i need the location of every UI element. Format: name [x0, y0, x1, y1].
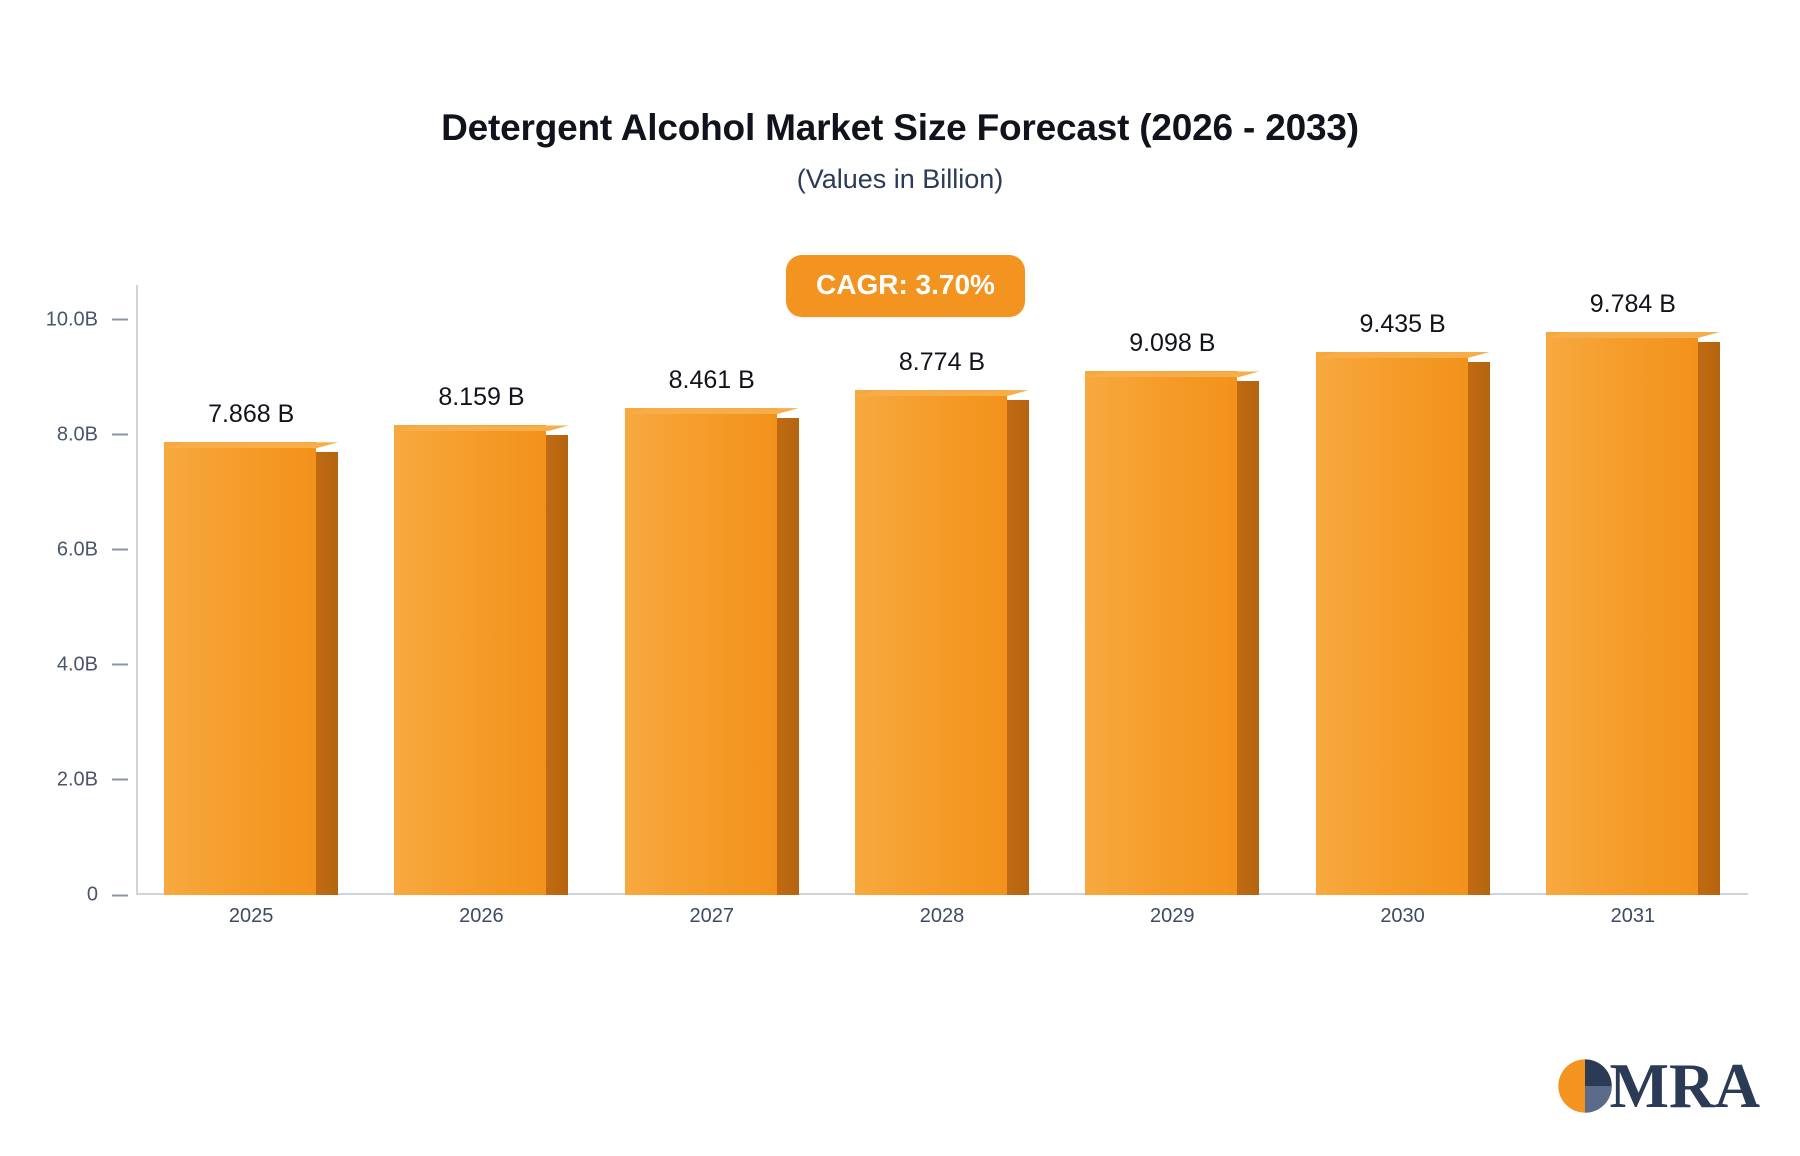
y-axis-tick: 2.0B: [0, 768, 136, 791]
plot-area: 10.0B 8.0B 6.0B 4.0B 2.0B 0 7.868 B 8.159 B 8.4…: [46, 285, 1748, 927]
bar[interactable]: [1545, 331, 1720, 895]
bar-value-label: 8.774 B: [898, 348, 986, 377]
bar-side-face: [1007, 400, 1029, 895]
chart-subtitle: (Values in Billion): [796, 163, 1004, 194]
y-axis-tick-label: 2.0B: [56, 768, 98, 791]
bar-side-face: [776, 418, 799, 895]
bar[interactable]: [1085, 371, 1260, 895]
bar[interactable]: [164, 442, 339, 895]
x-axis-tick-label: 2026: [459, 905, 504, 927]
bar[interactable]: [394, 425, 569, 895]
bar-side-face: [1697, 341, 1720, 895]
y-axis-tick-label: 6.0B: [56, 538, 98, 561]
y-axis-tick: 8.0B: [0, 423, 136, 446]
x-axis-tick-label: 2028: [919, 905, 965, 927]
y-axis-tick: 6.0B: [0, 538, 136, 561]
bar-side-face: [1237, 381, 1260, 895]
bar-value-label: 9.435 B: [1359, 310, 1446, 339]
pie-chart-icon: [1556, 1057, 1614, 1115]
y-axis-tick-mark: [112, 663, 128, 666]
bar-top-face: [1315, 352, 1490, 359]
y-axis-tick-mark: [112, 433, 128, 436]
bar-top-face: [164, 442, 339, 449]
page-title: Detergent Alcohol Market Size Forecast (…: [441, 107, 1359, 148]
y-axis-line: [136, 285, 138, 895]
bar[interactable]: [855, 390, 1029, 895]
bar-front-face: [855, 390, 1007, 895]
bar-front-face: [164, 442, 317, 895]
y-axis-tick-label: 4.0B: [56, 653, 98, 676]
bar-top-face: [1545, 331, 1720, 338]
bar[interactable]: [1315, 352, 1490, 895]
y-axis-tick-mark: [112, 548, 128, 551]
bar-front-face: [1085, 371, 1238, 895]
bar-side-face: [1467, 362, 1490, 895]
y-axis-tick: 0: [0, 884, 136, 907]
bar-value-label: 9.098 B: [1129, 329, 1216, 358]
bar-front-face: [394, 425, 547, 895]
y-axis-tick-mark: [112, 778, 128, 781]
bar-side-face: [316, 452, 339, 895]
bar-series: 7.868 B 8.159 B 8.461 B 8.774 B 9.098 B 9.435…: [136, 285, 1748, 895]
bar-value-label: 9.784 B: [1589, 289, 1676, 318]
bar-side-face: [546, 435, 569, 895]
bar-value-label: 7.868 B: [208, 400, 295, 429]
cagr-badge: CAGR: 3.70%: [786, 255, 1025, 317]
chart-title-block: Detergent Alcohol Market Size Forecast (…: [0, 107, 1800, 194]
bar-top-face: [394, 425, 569, 432]
y-axis-tick-label: 0: [86, 883, 98, 906]
y-axis-tick-label: 8.0B: [56, 423, 98, 446]
x-axis-tick-label: 2027: [689, 905, 734, 927]
x-axis-tick-label: 2031: [1610, 905, 1656, 927]
x-axis-tick-label: 2025: [228, 905, 274, 927]
y-axis-tick-mark: [112, 894, 128, 896]
bar-top-face: [1085, 371, 1260, 378]
bar-value-label: 8.159 B: [438, 383, 525, 412]
y-axis-tick-label: 10.0B: [45, 308, 98, 331]
bar-top-face: [855, 390, 1029, 397]
y-axis-tick-mark: [112, 318, 128, 321]
bar-value-label: 8.461 B: [668, 366, 755, 395]
bar-top-face: [624, 408, 799, 415]
bar[interactable]: [624, 408, 799, 895]
logo-text: MRA: [1609, 1050, 1760, 1121]
brand-logo: MRA: [1556, 1046, 1760, 1126]
x-axis-tick-label: 2029: [1150, 905, 1195, 927]
bar-front-face: [1315, 352, 1468, 895]
bar-front-face: [624, 408, 777, 895]
y-axis-tick: 4.0B: [0, 653, 136, 676]
x-axis-tick-label: 2030: [1380, 905, 1425, 927]
bar-front-face: [1545, 331, 1698, 895]
y-axis-tick: 10.0B: [0, 308, 136, 331]
